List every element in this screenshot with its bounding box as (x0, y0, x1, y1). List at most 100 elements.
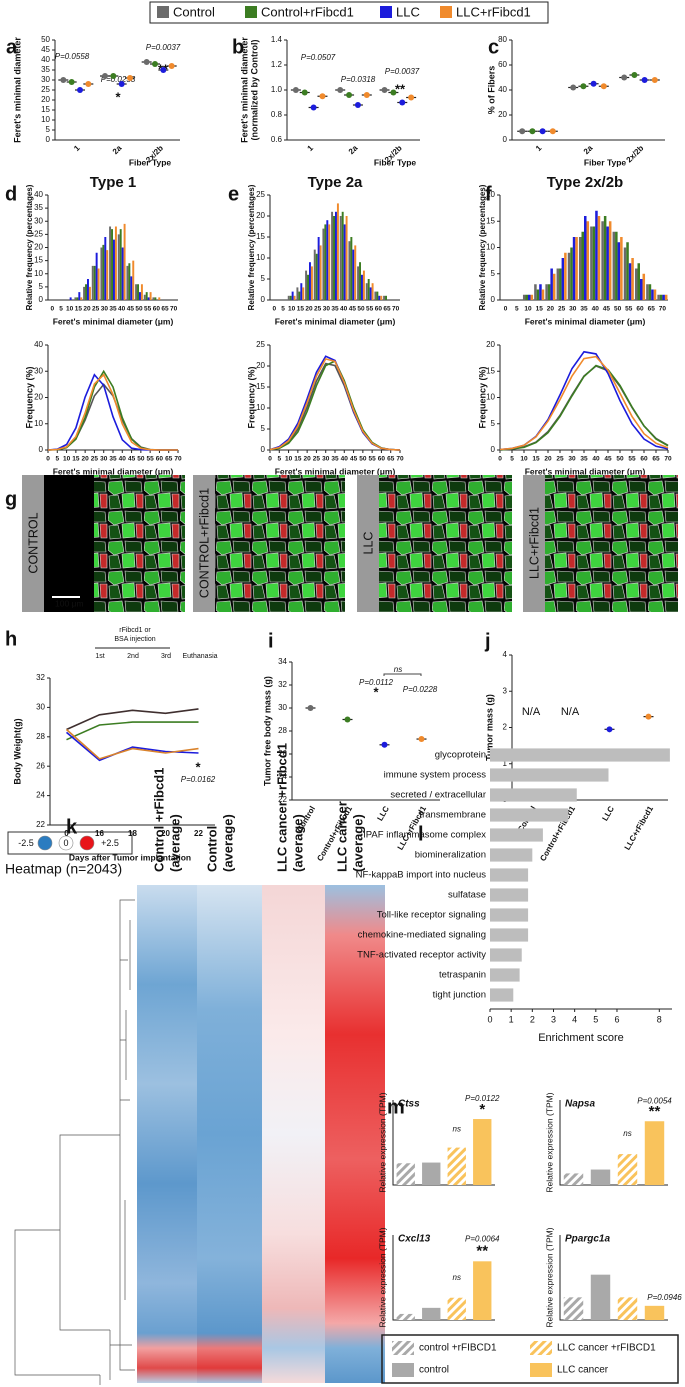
dot (641, 77, 648, 83)
x-tick-label: 65 (383, 306, 391, 313)
y-axis-label: Feret's minimal diameter (239, 37, 249, 143)
x-tick-label: 40 (592, 306, 600, 313)
bar (385, 295, 387, 300)
x-axis-label: Feret's minimal diameter (μm) (275, 316, 396, 326)
dot (519, 128, 526, 135)
dot (160, 67, 167, 73)
x-tick-label: 60 (640, 456, 648, 463)
y-tick-label: 40 (41, 55, 50, 64)
y-tick-label: 10 (34, 269, 43, 278)
bar (123, 223, 126, 300)
column-label: LLC cancer (334, 801, 349, 872)
y-tick-label: 35 (34, 203, 43, 212)
x-tick-label: 10 (66, 306, 74, 313)
y-axis-label: Tumor mass (g) (484, 694, 494, 761)
x-tick-label: 0 (64, 829, 69, 838)
bar (345, 216, 348, 300)
bar (586, 221, 590, 300)
bar (626, 242, 629, 300)
y-tick-label: 5 (261, 274, 266, 283)
y-tick-label: 2 (503, 723, 508, 732)
bar (289, 295, 292, 300)
annotation: P=0.0037 (385, 67, 420, 76)
dot (381, 741, 388, 748)
y-tick-label: 20 (34, 243, 43, 252)
category-label: TNF-activated receptor activity (357, 950, 486, 961)
annotation: ns (453, 1273, 461, 1282)
x-tick-label: 0 (51, 306, 55, 313)
bar (578, 237, 582, 300)
bar (490, 748, 670, 762)
x-tick-label: 0 (268, 456, 272, 463)
bar (550, 268, 553, 300)
y-tick-label: 0 (491, 445, 496, 454)
dot (418, 736, 425, 743)
chart-title: Type 2x/2b (547, 174, 623, 191)
bar (552, 273, 556, 300)
y-axis-label: (normalized by Control) (249, 39, 259, 140)
dot (539, 128, 546, 135)
bar (378, 295, 381, 300)
legend-label: LLC cancer +rFIBCD1 (557, 1343, 656, 1354)
x-tick-label: 25 (91, 456, 99, 463)
y-tick-label: 20 (256, 361, 265, 370)
colorbar-dot (37, 835, 53, 851)
column-label: (average) (167, 814, 182, 872)
panel-title: Cxcl13 (398, 1234, 431, 1245)
bar (664, 294, 668, 300)
dot (110, 73, 117, 79)
bar (139, 292, 141, 300)
x-tick-label: 15 (72, 456, 80, 463)
bar (637, 263, 640, 300)
bar (490, 788, 577, 802)
bar (336, 203, 339, 300)
heatmap-title: Heatmap (n=2043) (5, 861, 122, 877)
y-axis-label: Relative frequency (percentages) (247, 184, 256, 310)
y-tick-label: 24 (278, 772, 287, 781)
x-tick-label: 10 (285, 456, 293, 463)
bar (595, 210, 598, 300)
bar (339, 216, 342, 300)
micrograph-strip (523, 475, 545, 612)
bar (380, 295, 383, 300)
bar (640, 279, 643, 300)
x-tick-label: 20 (161, 829, 170, 838)
panel-title: Ctss (398, 1099, 420, 1110)
bar (612, 231, 616, 300)
y-tick-label: 22 (36, 820, 45, 829)
y-axis-label: % of Fibers (486, 66, 496, 115)
x-tick-label: 10 (63, 456, 71, 463)
x-tick-label: 10 (288, 306, 296, 313)
y-axis-label: Tumor free body mass (g) (262, 676, 272, 786)
bar (333, 216, 335, 300)
dot (319, 93, 326, 100)
series-line (269, 357, 401, 451)
y-tick-label: 30 (34, 216, 43, 225)
x-tick-label: 15 (532, 456, 540, 463)
x-tick-label: 8 (657, 1014, 662, 1024)
y-tick-label: 1 (503, 759, 508, 768)
x-tick-label: 15 (75, 306, 83, 313)
micrograph-label: LLC+rFibcd1 (527, 507, 541, 579)
y-tick-label: 26 (36, 761, 45, 770)
bar (631, 258, 634, 300)
dot (301, 89, 308, 96)
dendrogram (14, 899, 135, 1385)
y-tick-label: 5 (261, 424, 266, 433)
y-tick-label: 40 (34, 340, 43, 349)
x-axis-label: Feret's minimal diameter (μm) (53, 316, 174, 326)
heatmap-column (262, 885, 325, 1383)
bar (367, 279, 370, 300)
bar (606, 226, 609, 300)
column-label: Control +rFibcd1 (151, 768, 166, 872)
micrograph-label: CONTROL+rFibcd1 (197, 488, 211, 598)
x-tick-label: 25 (314, 306, 322, 313)
legend-box (149, 1, 549, 24)
dot (344, 716, 351, 723)
category-label: NF-kappaB import into nucleus (356, 870, 487, 881)
bar (536, 289, 540, 300)
y-tick-label: 25 (256, 340, 265, 349)
bar (490, 968, 520, 982)
bar (547, 284, 551, 300)
x-tick-label: 35 (109, 306, 117, 313)
